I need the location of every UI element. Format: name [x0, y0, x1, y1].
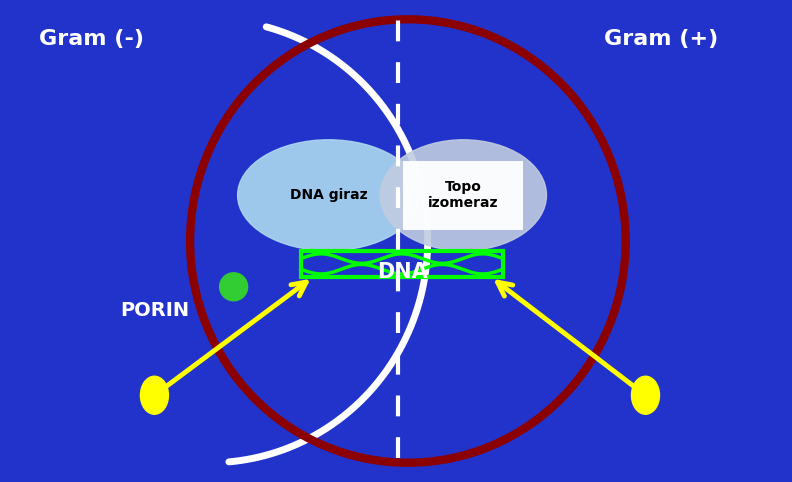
Text: DNA giraz: DNA giraz: [290, 188, 367, 202]
Ellipse shape: [219, 273, 248, 301]
Ellipse shape: [631, 376, 660, 414]
Ellipse shape: [380, 140, 546, 251]
Ellipse shape: [140, 376, 169, 414]
Ellipse shape: [238, 140, 420, 251]
Bar: [403, 161, 524, 229]
Text: Gram (-): Gram (-): [39, 28, 143, 49]
Text: PORIN: PORIN: [120, 301, 189, 321]
Text: Topo
izomeraz: Topo izomeraz: [428, 180, 499, 210]
Text: Gram (+): Gram (+): [604, 28, 718, 49]
Bar: [301, 251, 503, 277]
Text: DNA: DNA: [377, 262, 428, 282]
